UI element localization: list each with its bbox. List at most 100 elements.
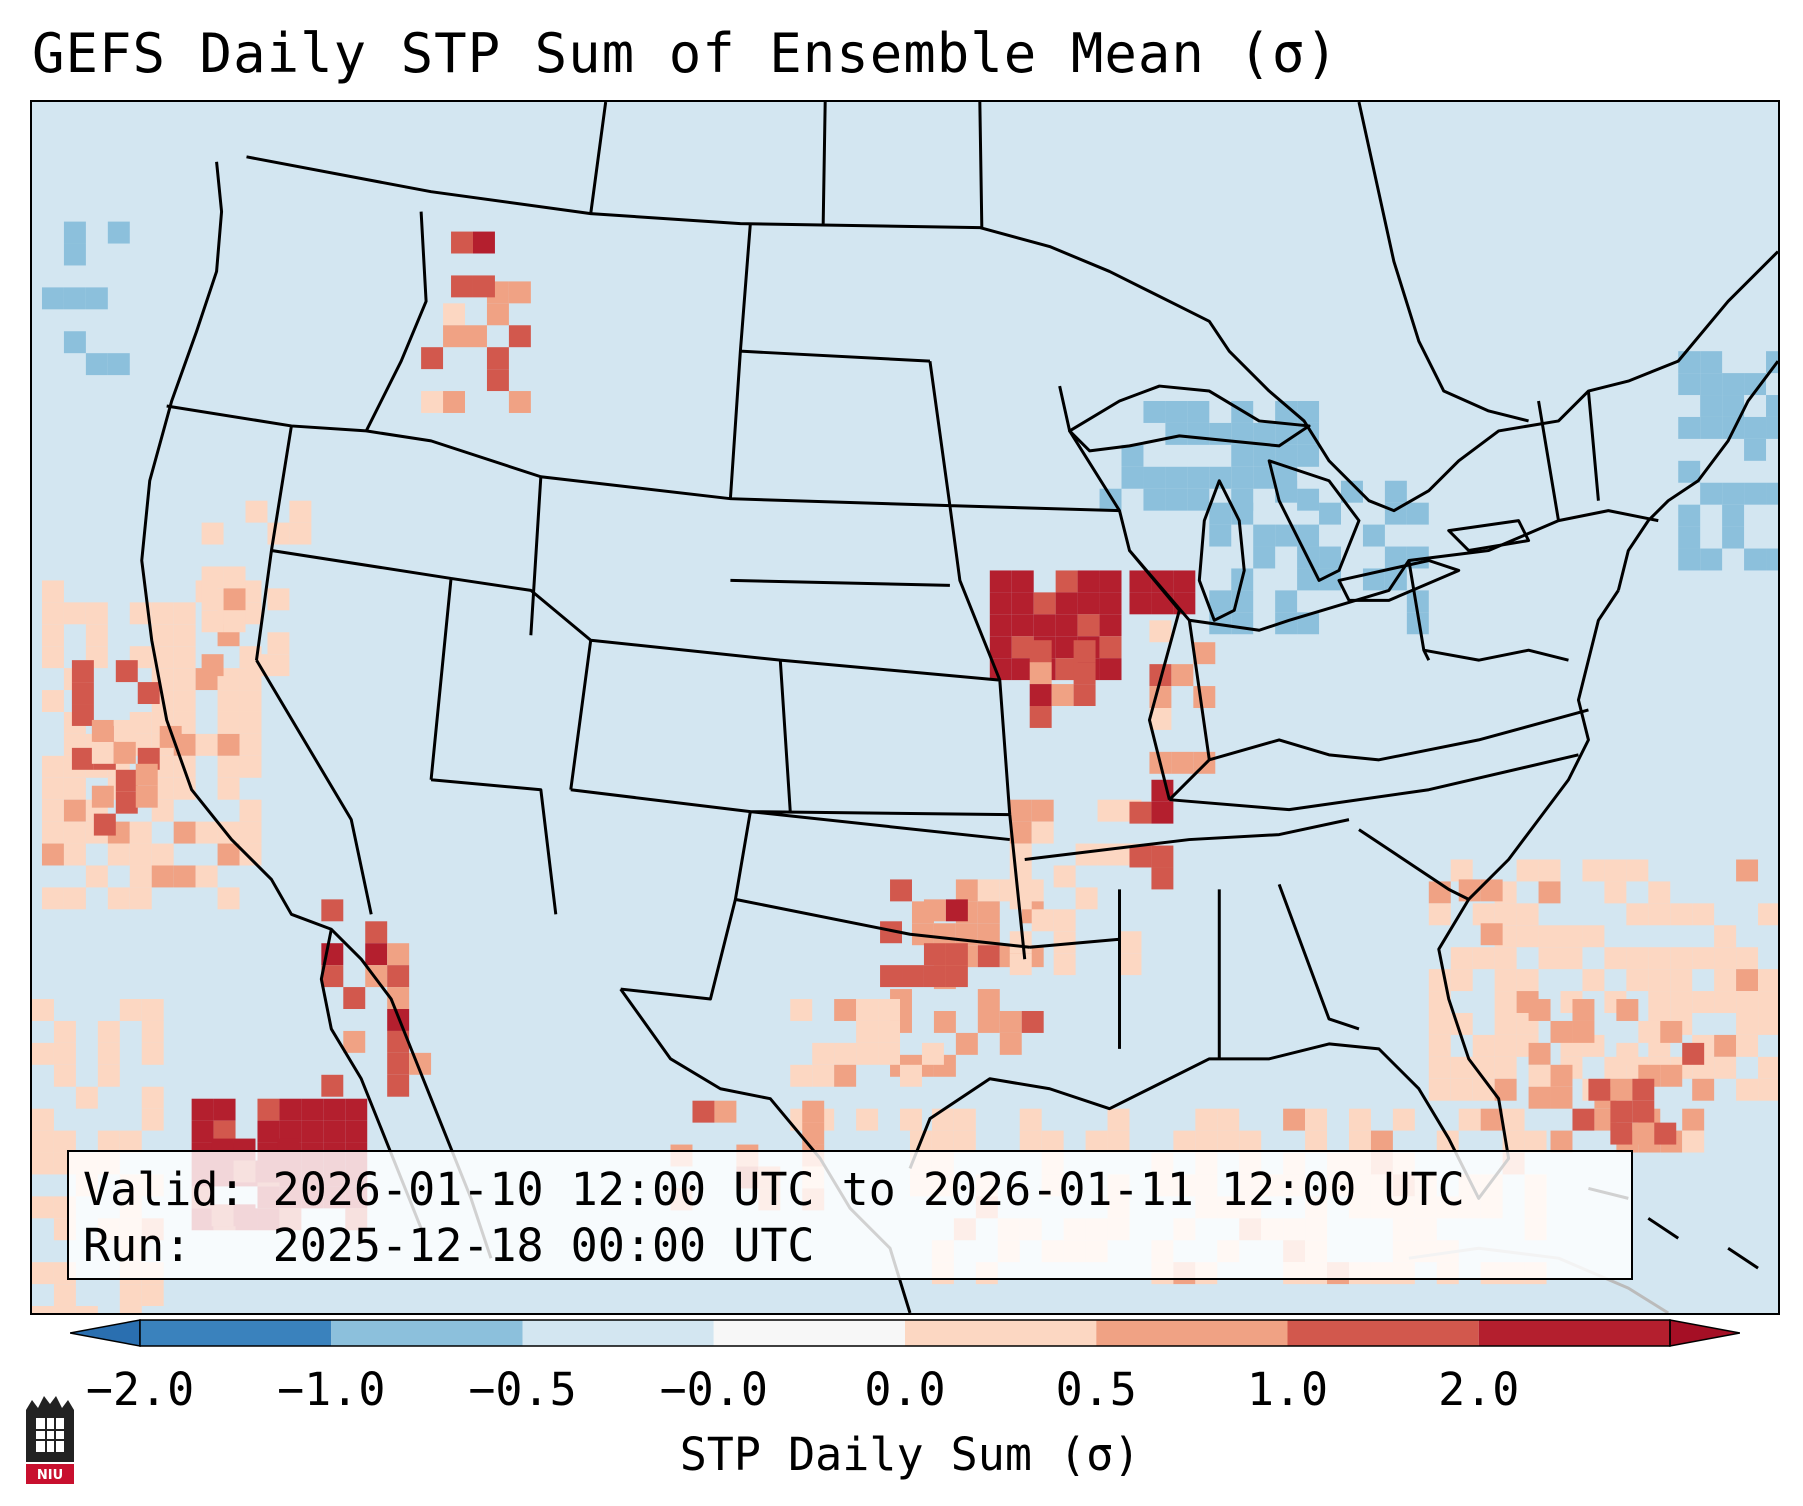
anomaly-cell [989,570,1012,593]
anomaly-cell [151,843,174,866]
anomaly-cell [1428,1056,1451,1079]
anomaly-cell [1714,1056,1737,1079]
anomaly-cell [421,391,444,413]
anomaly-cell [900,1108,922,1131]
anomaly-cell [1121,444,1144,467]
anomaly-cell [1384,480,1407,503]
anomaly-cell [1151,801,1174,824]
anomaly-cell [345,1098,368,1121]
anomaly-cell [217,711,240,734]
anomaly-cell [1171,751,1194,774]
anomaly-cell [173,690,196,712]
anomaly-cell [323,1098,346,1121]
anomaly-cell [1231,502,1254,525]
anomaly-cell [1610,1100,1633,1123]
anomaly-cell [1033,614,1056,637]
anomaly-cell [85,353,108,376]
anomaly-cell [223,566,246,589]
anomaly-cell [91,785,114,808]
anomaly-cell [923,899,946,922]
anomaly-cell [1582,859,1605,882]
anomaly-cell [53,1306,76,1313]
anomaly-cell [321,1074,344,1097]
anomaly-cell [1275,401,1298,423]
anomaly-cell [878,1020,901,1043]
anomaly-cell [1648,881,1671,904]
anomaly-cell [1758,903,1778,926]
anomaly-cell [1744,482,1767,505]
anomaly-cell [301,1120,324,1143]
anomaly-cell [71,704,94,726]
anomaly-cell [1173,1130,1196,1153]
anomaly-cell [239,843,262,866]
anomaly-cell [486,303,509,326]
colorbar-border [139,1319,1671,1347]
anomaly-cell [1099,570,1122,593]
anomaly-cell [931,1108,954,1131]
anomaly-cell [1011,592,1034,615]
anomaly-cell [1458,1108,1481,1131]
anomaly-cell [1121,466,1144,489]
anomaly-cell [1572,999,1595,1021]
anomaly-cell [1370,1130,1393,1153]
anomaly-cell [141,1108,164,1131]
anomaly-cell [1472,947,1495,970]
anomaly-cell [1648,969,1671,992]
anomaly-cell [1171,664,1194,687]
anomaly-cell [1494,1034,1517,1057]
colorbar-segment [331,1320,523,1346]
anomaly-cell [1275,480,1298,503]
anomaly-cell [1648,991,1671,1013]
colorbar-tick-label: −1.0 [277,1363,386,1416]
anomaly-cell [151,602,174,625]
anomaly-cell [1610,1078,1633,1101]
anomaly-cell [1077,592,1100,615]
anomaly-cell [812,1064,835,1087]
anomaly-cell [1053,953,1076,976]
anomaly-cell [1187,422,1210,445]
anomaly-cell [119,999,142,1021]
anomaly-cell [97,1042,120,1065]
anomaly-cell [1654,1122,1677,1145]
anomaly-cell [323,1120,346,1143]
anomaly-cell [1031,821,1054,844]
colorbar [70,1319,1740,1347]
anomaly-cell [1149,707,1172,730]
anomaly-cell [1297,444,1320,467]
anomaly-cell [173,821,196,844]
anomaly-cell [955,1032,978,1055]
chart-title: GEFS Daily STP Sum of Ensemble Mean (σ) [32,22,1339,85]
anomaly-cell [129,821,152,844]
anomaly-cell [1143,466,1166,489]
anomaly-cell [217,777,240,800]
anomaly-cell [1626,859,1649,882]
anomaly-cell [1055,592,1078,615]
anomaly-cell [279,1120,302,1143]
anomaly-cell [113,741,136,764]
anomaly-cell [1700,482,1723,505]
anomaly-cell [41,287,64,310]
colorbar-tick-label: −2.0 [85,1363,195,1416]
map-panel [30,100,1780,1315]
anomaly-cell [1494,1078,1517,1101]
anomaly-cell [1099,592,1122,615]
anomaly-cell [1678,504,1701,527]
anomaly-cell [1019,1108,1042,1131]
anomaly-cell [245,500,268,523]
anomaly-cell [63,602,86,625]
anomaly-cell [1692,903,1715,926]
anomaly-cell [343,987,366,1010]
anomaly-cell [1678,373,1701,396]
anomaly-cell [1099,636,1122,659]
anomaly-cell [1516,859,1539,882]
anomaly-cell [1560,925,1583,948]
anomaly-cell [53,1020,76,1043]
valid-label: Valid: [83,1163,246,1216]
anomaly-cell [900,1064,922,1087]
anomaly-cell [1528,1042,1551,1065]
anomaly-cell [173,668,196,691]
anomaly-cell [1722,395,1745,417]
anomaly-cell [1187,488,1210,511]
anomaly-cell [1348,1130,1371,1153]
anomaly-cell [1341,480,1363,503]
